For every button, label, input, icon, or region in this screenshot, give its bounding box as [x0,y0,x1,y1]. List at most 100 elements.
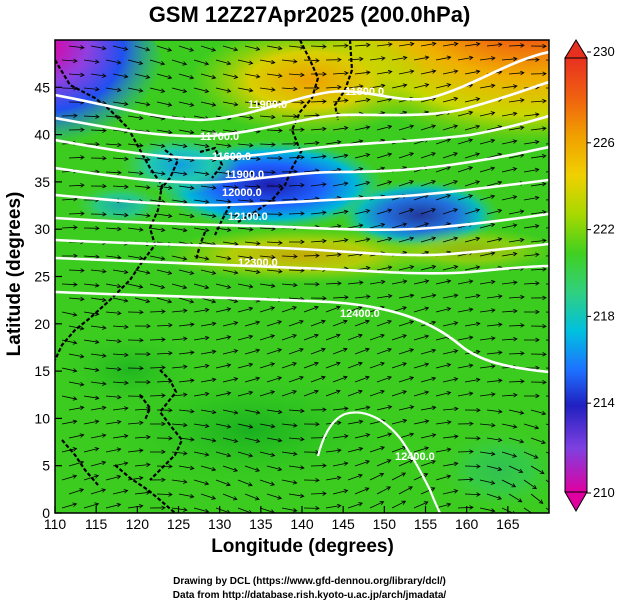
streamline-arrow [486,237,503,243]
streamline-arrow [347,502,363,509]
streamline-arrow [61,447,78,453]
streamline-arrow [178,378,195,383]
streamline-arrow [244,73,261,79]
streamline-arrow [332,209,349,215]
x-tick-label: 125 [167,516,191,532]
streamline-arrow [222,377,239,383]
streamline-arrow [266,73,283,78]
streamline-arrow [442,208,459,215]
streamline-arrow [266,211,283,217]
streamline-arrow [156,73,173,80]
y-tick-label: 15 [34,363,50,379]
streamline-arrow [442,461,459,467]
map-figure: 11900.0 11800.0 11700.0 11600.0 11900.0 … [34,39,615,532]
streamline-arrow [391,55,408,61]
streamline-arrow [156,351,173,356]
streamline-arrow [376,432,393,439]
streamline-arrow [61,311,78,317]
streamline-arrow [530,71,547,76]
streamline-arrow [332,153,349,159]
streamline-arrow [105,310,122,316]
streamline-arrow [530,43,547,49]
colorbar: 230 226 222 218 214 210 [564,39,615,512]
streamline-arrow [479,507,496,513]
streamline-arrow [508,209,525,215]
streamline-arrow [266,376,283,383]
streamline-arrow [112,269,129,275]
colorbar-bottom-arrow [564,491,588,512]
streamline-arrow [325,84,342,90]
x-tick-label: 160 [455,516,479,532]
streamline-arrow [530,493,544,504]
streamline-arrow [149,449,166,455]
streamline-arrow [420,487,436,495]
streamline-arrow [376,208,393,215]
streamline-arrow [457,335,474,341]
streamline-arrow [90,381,107,386]
streamline-arrow [266,437,283,443]
streamline-arrow [171,255,188,261]
streamline-arrow [420,69,437,75]
streamline-arrow [83,339,100,345]
streamline-arrow [398,236,415,243]
streamline-arrow [530,154,547,159]
streamline-arrow [398,152,415,159]
streamline-arrow [222,269,239,275]
streamline-arrow [193,171,210,176]
y-tick-label: 45 [34,79,50,95]
streamline-arrow [464,97,481,103]
streamline-arrow [105,447,122,453]
streamline-arrow [90,268,107,274]
streamline-arrow [266,320,283,327]
contour-label: 12400.0 [395,451,435,463]
streamline-arrow [530,98,547,104]
streamline-arrow [457,391,474,397]
streamline-arrow [303,140,320,146]
streamline-arrow [479,83,496,89]
streamline-arrow [391,500,407,509]
streamline-arrow [530,181,547,187]
streamline-arrow [281,423,298,428]
streamline-arrow [442,236,459,243]
streamline-arrow [457,449,474,454]
streamline-arrow [200,437,217,443]
streamline-arrow [259,142,276,147]
streamline-arrow [501,84,518,89]
streamline-arrow [310,44,327,49]
streamline-arrow [134,269,151,275]
streamline-arrow [193,451,210,457]
streamline-arrow [61,395,78,401]
streamline-arrow [442,434,459,439]
streamline-arrow [501,251,518,257]
streamline-arrow [134,434,151,440]
streamline-arrow [105,283,122,289]
streamline-arrow [479,111,496,117]
contour-label: 12300.0 [238,257,278,269]
streamline-arrow [508,351,525,356]
streamline-arrow [215,451,232,458]
streamline-arrow [369,501,385,509]
streamline-arrow [508,125,525,131]
y-tick-label: 10 [34,410,50,426]
streamline-arrow [178,213,195,219]
streamline-arrow [259,87,276,92]
streamline-arrow [127,170,144,176]
streamline-arrow [83,86,100,92]
streamline-arrow [171,479,188,484]
streamline-arrow [413,83,430,89]
streamline-arrow [193,391,210,397]
streamline-arrow [435,138,452,145]
streamline-arrow [332,461,349,467]
streamline-arrow [523,479,537,490]
streamline-arrow [127,504,144,509]
streamline-arrow [259,254,276,260]
streamline-arrow [413,501,429,509]
contour-label: 11700.0 [200,131,239,143]
streamline-arrow [464,293,481,299]
streamline-arrow [215,363,232,369]
streamline-arrow [68,325,85,331]
streamline-arrow [156,323,173,328]
streamline-arrow [442,293,459,299]
streamline-arrow [376,152,393,159]
streamline-arrow [112,489,129,495]
